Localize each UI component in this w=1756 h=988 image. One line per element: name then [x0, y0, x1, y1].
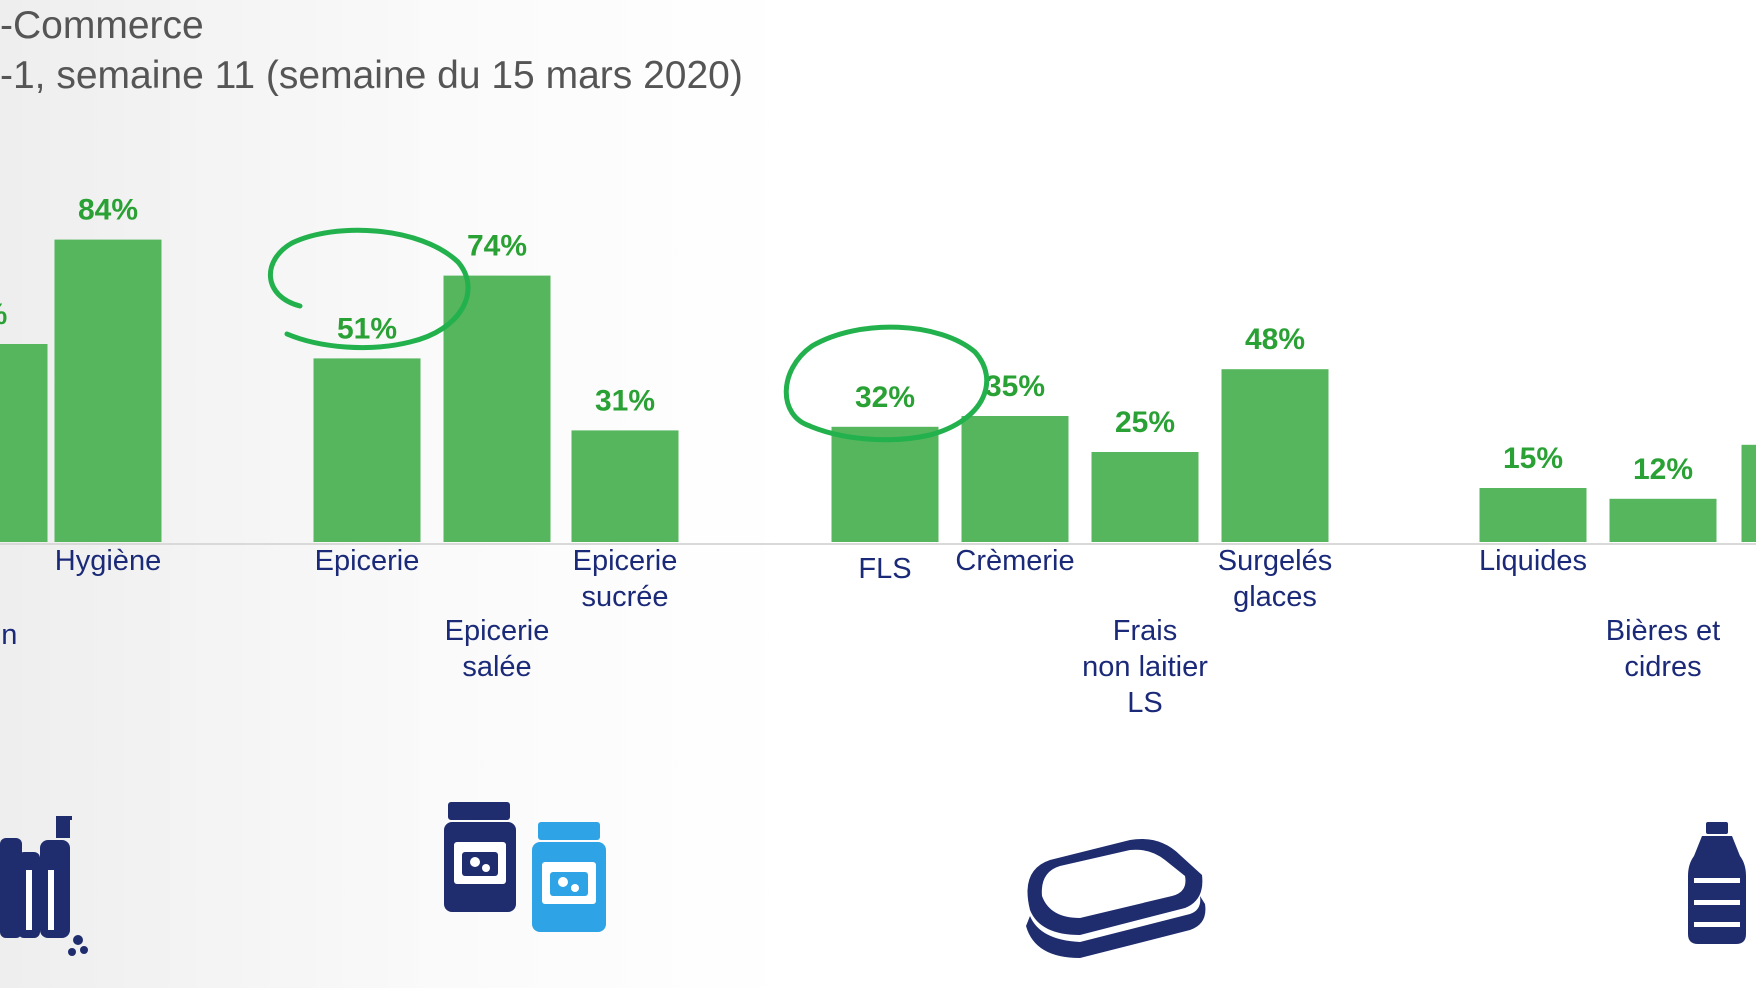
bar: [571, 430, 679, 542]
bar: [313, 358, 421, 542]
bar: [54, 239, 162, 542]
sandwich-icon: [1026, 839, 1206, 958]
jars-icon: [444, 802, 606, 932]
value-label: 31%: [595, 384, 655, 417]
bar: [1479, 488, 1587, 542]
category-label: Bières et cidres: [1606, 615, 1720, 683]
value-label: 35%: [985, 370, 1045, 403]
highlight-circle-fls: [783, 324, 990, 443]
category-label: Epicerie: [315, 545, 420, 577]
value-label: 25%: [1115, 406, 1175, 439]
value-label: 74%: [467, 230, 527, 263]
bar: [961, 416, 1069, 542]
bar: [1091, 452, 1199, 542]
category-label: Crèmerie: [955, 545, 1074, 577]
category-label: Epicerie sucrée: [573, 545, 678, 613]
value-label: 48%: [1245, 323, 1305, 356]
category-label: Frais non laitier LS: [1082, 615, 1208, 719]
value-label: 32%: [855, 381, 915, 414]
bar: [1741, 444, 1756, 542]
value-label: 15%: [1503, 442, 1563, 475]
bar: [0, 344, 48, 542]
value-label: 12%: [1633, 453, 1693, 486]
category-label: Liquides: [1479, 545, 1587, 577]
chart-title: -Commerce: [0, 4, 204, 47]
category-label: FLS: [858, 553, 911, 585]
chart-subtitle: -1, semaine 11 (semaine du 15 mars 2020): [0, 54, 743, 97]
bar: [831, 426, 939, 542]
value-label: 51%: [337, 312, 397, 345]
bar: [443, 275, 551, 542]
bar: [1221, 369, 1329, 542]
value-label: %: [0, 298, 7, 331]
value-label: 84%: [78, 194, 138, 227]
category-label: Hygiène: [55, 545, 161, 577]
category-label: tien: [0, 619, 17, 651]
category-label: Epicerie salée: [445, 615, 550, 683]
bar: [1609, 498, 1717, 542]
cleaning-products-icon: [0, 816, 88, 956]
highlight-circle-epicerie: [267, 227, 471, 350]
water-bottle-icon: [1688, 822, 1746, 944]
category-label: Surgelés glaces: [1218, 545, 1332, 613]
